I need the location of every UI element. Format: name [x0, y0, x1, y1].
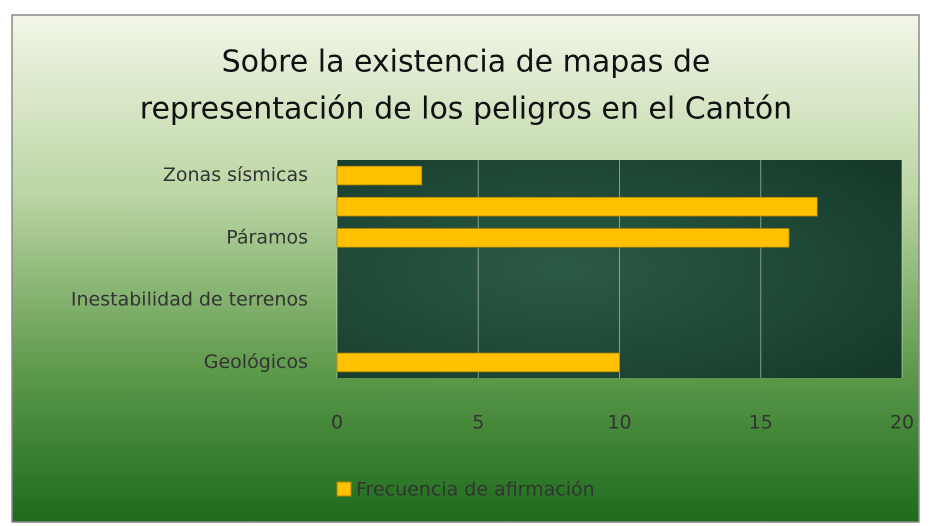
chart-title: Sobre la existencia de mapas de — [222, 45, 711, 80]
bar — [336, 165, 423, 186]
x-tick-label: 0 — [331, 412, 343, 434]
y-tick-label: Zonas sísmicas — [163, 164, 308, 186]
legend: Frecuencia de afirmación — [336, 479, 595, 501]
legend-swatch — [336, 481, 352, 497]
x-tick-label: 10 — [607, 412, 631, 434]
y-tick-label: Páramos — [226, 226, 308, 248]
x-tick-label: 15 — [749, 412, 773, 434]
y-tick-label: Inestabilidad de terrenos — [71, 289, 308, 311]
chart-title: representación de los peligros en el Can… — [140, 92, 792, 127]
bar — [336, 228, 790, 248]
legend-label: Frecuencia de afirmación — [356, 479, 595, 501]
y-tick-label: Geológicos — [204, 351, 308, 373]
bar — [336, 352, 620, 373]
x-tick-label: 20 — [890, 412, 914, 434]
x-tick-label: 5 — [472, 412, 484, 434]
bar — [336, 196, 818, 217]
